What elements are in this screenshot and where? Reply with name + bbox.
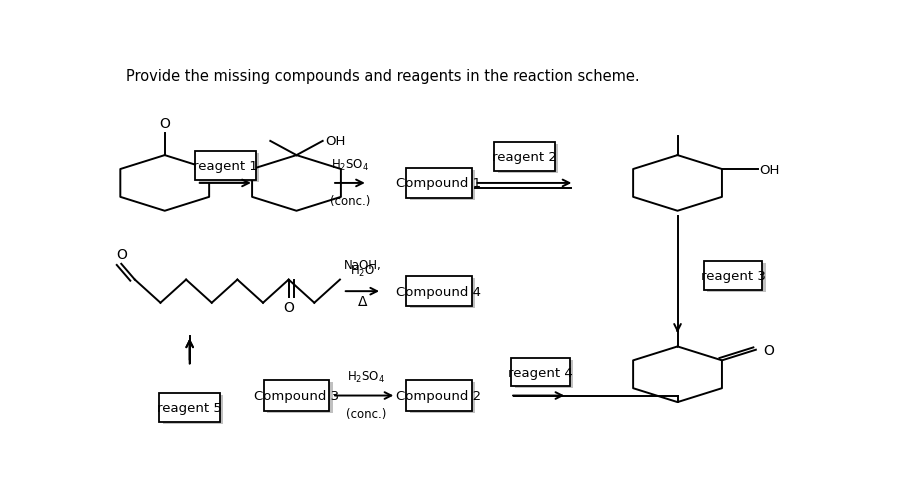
FancyBboxPatch shape [515,361,573,388]
Text: (conc.): (conc.) [330,194,370,207]
Text: Compound 2: Compound 2 [396,389,482,402]
Text: reagent 2: reagent 2 [492,151,557,164]
FancyBboxPatch shape [511,359,570,386]
FancyBboxPatch shape [406,381,471,411]
Text: (conc.): (conc.) [346,407,386,420]
Text: Provide the missing compounds and reagents in the reaction scheme.: Provide the missing compounds and reagen… [126,69,640,84]
Text: H$_2$O: H$_2$O [350,264,375,279]
Text: O: O [763,343,774,357]
Text: Compound 1: Compound 1 [396,177,482,190]
FancyBboxPatch shape [159,393,220,422]
Text: OH: OH [760,163,780,176]
Text: reagent 1: reagent 1 [193,160,257,173]
FancyBboxPatch shape [406,277,471,307]
FancyBboxPatch shape [494,143,555,172]
Text: O: O [116,247,127,261]
FancyBboxPatch shape [410,383,475,413]
FancyBboxPatch shape [410,170,475,200]
Text: Compound 4: Compound 4 [396,285,482,298]
FancyBboxPatch shape [410,279,475,309]
Text: OH: OH [325,135,346,148]
Text: H$_2$SO$_4$: H$_2$SO$_4$ [331,158,369,173]
Text: Δ: Δ [357,295,367,309]
FancyBboxPatch shape [199,154,259,182]
FancyBboxPatch shape [498,145,558,174]
FancyBboxPatch shape [267,383,333,413]
Text: reagent 5: reagent 5 [157,401,222,414]
Text: reagent 3: reagent 3 [700,270,766,283]
Text: NaOH,: NaOH, [344,259,381,272]
FancyBboxPatch shape [406,168,471,198]
FancyBboxPatch shape [708,264,766,293]
FancyBboxPatch shape [264,381,329,411]
Text: H$_2$SO$_4$: H$_2$SO$_4$ [346,369,385,384]
Text: O: O [283,301,294,315]
Text: reagent 4: reagent 4 [508,366,573,379]
Text: Compound 3: Compound 3 [254,389,339,402]
Text: O: O [159,117,170,131]
FancyBboxPatch shape [704,262,762,291]
FancyBboxPatch shape [195,152,255,181]
FancyBboxPatch shape [163,395,223,424]
